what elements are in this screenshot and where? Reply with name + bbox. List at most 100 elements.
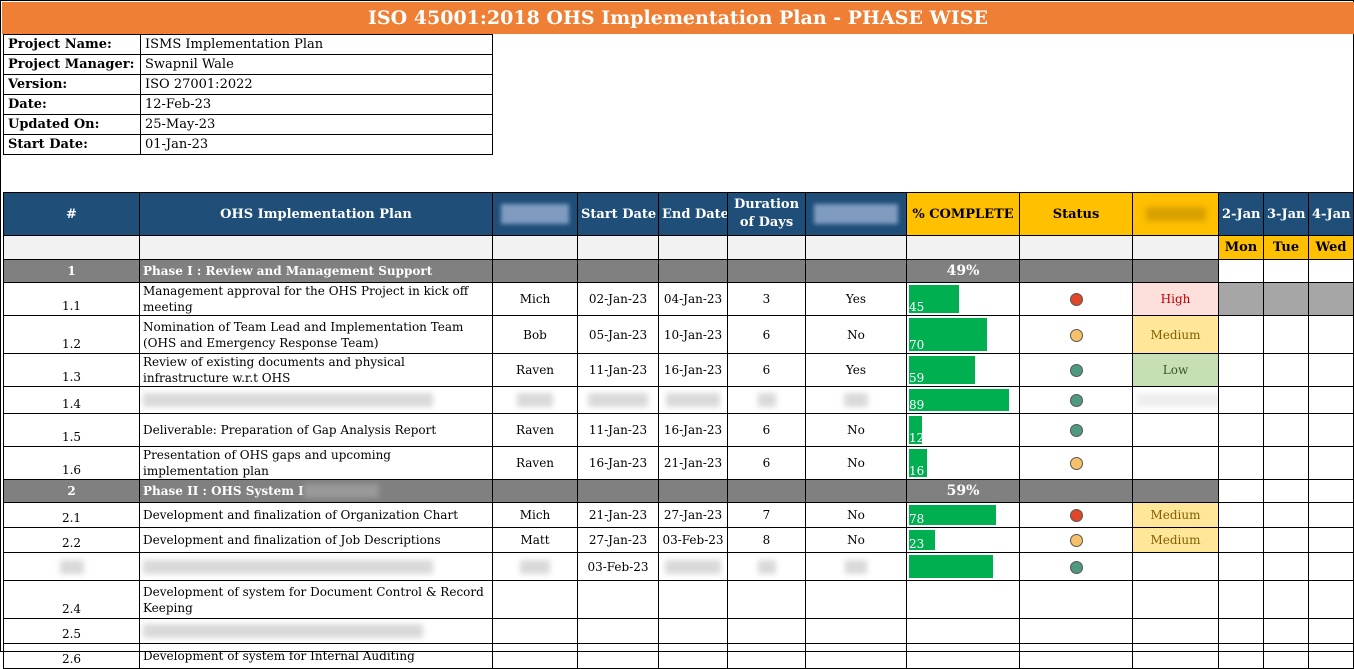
task-description[interactable]: Development and finalization of Organiza…	[139, 502, 493, 528]
task-start[interactable]: 11-Jan-23	[577, 413, 659, 447]
task-flag[interactable]: Yes	[805, 353, 907, 387]
task-owner[interactable]: Raven	[492, 446, 578, 480]
task-description[interactable]: Deliverable: Preparation of Gap Analysis…	[139, 413, 493, 447]
weekday-label: Tue	[1263, 235, 1309, 260]
status-dot-icon	[1069, 424, 1083, 437]
task-start[interactable]: 16-Jan-23	[577, 446, 659, 480]
priority-cell[interactable]: Medium	[1132, 527, 1219, 553]
task-end[interactable]: 16-Jan-23	[658, 353, 728, 387]
task-start[interactable]: 27-Jan-23	[577, 527, 659, 553]
header-redacted	[805, 192, 907, 236]
priority-cell[interactable]: High	[1132, 282, 1219, 316]
progress-cell: 70	[906, 315, 1020, 354]
header-percent-complete: % COMPLETE	[906, 192, 1020, 236]
task-owner[interactable]: Matt	[492, 527, 578, 553]
status-cell	[1019, 552, 1133, 581]
priority-cell[interactable]: Medium	[1132, 315, 1219, 354]
task-end[interactable]: 16-Jan-23	[658, 413, 728, 447]
progress-label: 89	[909, 398, 925, 412]
priority-cell[interactable]: Medium	[1132, 502, 1219, 528]
header-plan: OHS Implementation Plan	[139, 192, 493, 236]
task-row[interactable]: 2.6 Development of system for Internal A…	[3, 643, 1354, 669]
progress-cell: 45	[906, 282, 1020, 316]
task-description[interactable]: Development of system for Internal Audit…	[139, 643, 493, 669]
task-duration: 6	[727, 413, 806, 447]
task-flag[interactable]: No	[805, 527, 907, 553]
priority-cell[interactable]: Low	[1132, 353, 1219, 387]
task-row[interactable]: 2.4 Development of system for Document C…	[3, 580, 1354, 619]
task-number: 2.4	[3, 580, 140, 619]
task-flag[interactable]: No	[805, 446, 907, 480]
progress-cell: 89	[906, 386, 1020, 414]
task-row[interactable]: 1.6 Presentation of OHS gaps and upcomin…	[3, 446, 1354, 480]
task-row[interactable]: 1.2 Nomination of Team Lead and Implemen…	[3, 315, 1354, 354]
task-number: 1.3	[3, 353, 140, 387]
status-cell	[1019, 527, 1133, 553]
info-label: Updated On:	[3, 114, 141, 135]
task-description[interactable]: Presentation of OHS gaps and upcoming im…	[139, 446, 493, 480]
task-start[interactable]: 02-Jan-23	[577, 282, 659, 316]
info-label: Project Manager:	[3, 54, 141, 75]
task-row[interactable]: 2.2 Development and finalization of Job …	[3, 527, 1354, 553]
header-date: 2-Jan	[1218, 192, 1264, 236]
task-row[interactable]: 2.1 Development and finalization of Orga…	[3, 502, 1354, 528]
weekday-label: Wed	[1308, 235, 1354, 260]
task-row-redacted[interactable]: 03-Feb-23	[3, 552, 1354, 581]
task-description[interactable]: Nomination of Team Lead and Implementati…	[139, 315, 493, 354]
date-value[interactable]: 12-Feb-23	[140, 94, 493, 115]
plan-table: # OHS Implementation Plan Start Date End…	[3, 192, 1354, 669]
task-number: 1.2	[3, 315, 140, 354]
task-description[interactable]: Development of system for Document Contr…	[139, 580, 493, 619]
header-duration: Duration of Days	[727, 192, 806, 236]
project-manager-value[interactable]: Swapnil Wale	[140, 54, 493, 75]
task-end[interactable]: 04-Jan-23	[658, 282, 728, 316]
progress-label: 59	[909, 371, 925, 385]
progress-bar	[909, 505, 997, 525]
updated-on-value[interactable]: 25-May-23	[140, 114, 493, 135]
task-description[interactable]: Review of existing documents and physica…	[139, 353, 493, 387]
task-owner[interactable]: Raven	[492, 353, 578, 387]
start-date-value[interactable]: 01-Jan-23	[140, 134, 493, 155]
task-flag[interactable]: No	[805, 413, 907, 447]
task-flag[interactable]: No	[805, 315, 907, 354]
version-value[interactable]: ISO 27001:2022	[140, 74, 493, 95]
task-start[interactable]: 21-Jan-23	[577, 502, 659, 528]
progress-cell: 78	[906, 502, 1020, 528]
task-description-redacted	[139, 386, 493, 414]
progress-label: 70	[909, 338, 925, 352]
task-start[interactable]: 03-Feb-23	[577, 552, 659, 581]
phase-row: 1 Phase I : Review and Management Suppor…	[3, 259, 1354, 283]
task-end[interactable]: 21-Jan-23	[658, 446, 728, 480]
project-name-value[interactable]: ISMS Implementation Plan	[140, 34, 493, 55]
phase-title: Phase II : OHS System I	[139, 479, 493, 503]
task-start[interactable]: 11-Jan-23	[577, 353, 659, 387]
task-start[interactable]: 05-Jan-23	[577, 315, 659, 354]
task-end[interactable]: 10-Jan-23	[658, 315, 728, 354]
status-cell	[1019, 413, 1133, 447]
task-row[interactable]: 1.3 Review of existing documents and phy…	[3, 353, 1354, 387]
task-description[interactable]: Development and finalization of Job Desc…	[139, 527, 493, 553]
progress-bar	[909, 318, 988, 351]
task-owner[interactable]: Mich	[492, 282, 578, 316]
task-description[interactable]: Management approval for the OHS Project …	[139, 282, 493, 316]
task-row[interactable]: 2.5	[3, 618, 1354, 644]
progress-cell: 59	[906, 353, 1020, 387]
phase-percent: 49%	[906, 259, 1020, 283]
task-end[interactable]: 03-Feb-23	[658, 527, 728, 553]
task-row-redacted[interactable]: 1.4 89	[3, 386, 1354, 414]
task-flag[interactable]: No	[805, 502, 907, 528]
task-number: 1.4	[3, 386, 140, 414]
task-flag[interactable]: Yes	[805, 282, 907, 316]
status-dot-icon	[1069, 560, 1083, 574]
task-owner[interactable]: Bob	[492, 315, 578, 354]
task-owner[interactable]: Raven	[492, 413, 578, 447]
task-end[interactable]: 27-Jan-23	[658, 502, 728, 528]
status-dot-icon	[1069, 328, 1083, 342]
progress-bar	[909, 416, 923, 444]
task-row[interactable]: 1.1 Management approval for the OHS Proj…	[3, 282, 1354, 316]
progress-cell: 16	[906, 446, 1020, 480]
status-cell	[1019, 502, 1133, 528]
task-row[interactable]: 1.5 Deliverable: Preparation of Gap Anal…	[3, 413, 1354, 447]
task-owner[interactable]: Mich	[492, 502, 578, 528]
progress-label: 16	[909, 464, 925, 478]
